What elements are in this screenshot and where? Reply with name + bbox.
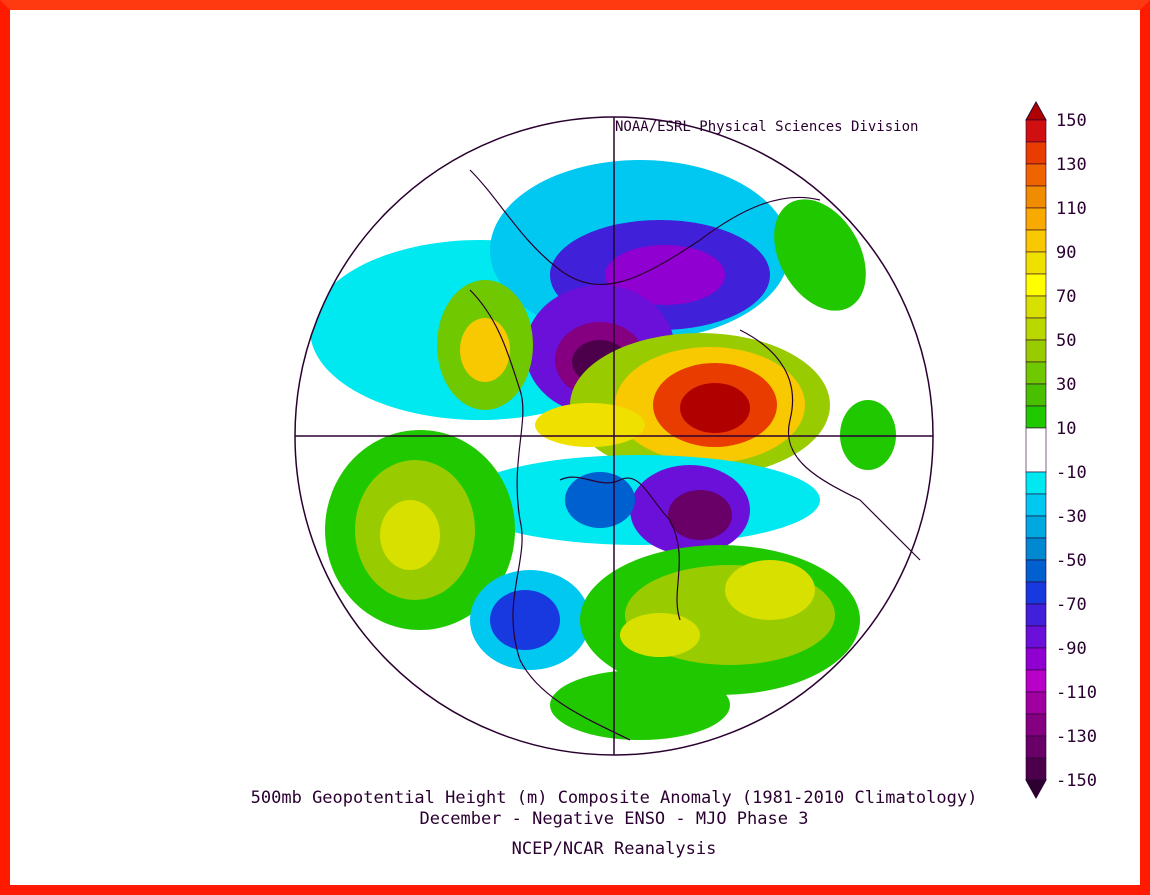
- colorbar-bin: [1025, 625, 1047, 649]
- colorbar-bin: [1025, 339, 1047, 363]
- colorbar-label: 50: [1056, 331, 1076, 351]
- colorbar-label: 10: [1056, 419, 1076, 439]
- colorbar-label: -50: [1056, 551, 1087, 571]
- colorbar-bin: [1025, 251, 1047, 275]
- colorbar-bin: [1025, 603, 1047, 627]
- colorbar-bin: [1025, 493, 1047, 517]
- colorbar-bin: [1025, 559, 1047, 583]
- colorbar-bin: [1025, 405, 1047, 429]
- colorbar-label: -90: [1056, 639, 1087, 659]
- colorbar: 150 130 110 90 70 50 30 10 -10 -30 -50 -70 -90 -110 -1…: [1025, 100, 1097, 800]
- figure-subtitle: December - Negative ENSO - MJO Phase 3: [420, 809, 809, 829]
- colorbar-bin: [1025, 141, 1047, 165]
- colorbar-bin: [1025, 669, 1047, 693]
- colorbar-bin: [1025, 273, 1047, 297]
- credit: NOAA/ESRL Physical Sciences Division: [615, 119, 918, 135]
- colorbar-bin: [1025, 383, 1047, 407]
- colorbar-bin: [1025, 361, 1047, 385]
- colorbar-bin: [1025, 317, 1047, 341]
- colorbar-bin: [1025, 229, 1047, 253]
- colorbar-label: -10: [1056, 463, 1087, 483]
- colorbar-bin: [1025, 735, 1047, 759]
- colorbar-label: -70: [1056, 595, 1087, 615]
- colorbar-arrow: [1025, 100, 1047, 121]
- colorbar-label: 130: [1056, 155, 1087, 175]
- colorbar-bin: [1025, 295, 1047, 319]
- colorbar-label: -30: [1056, 507, 1087, 527]
- colorbar-label: 90: [1056, 243, 1076, 263]
- colorbar-bin: [1025, 713, 1047, 737]
- colorbar-label: 30: [1056, 375, 1076, 395]
- colorbar-bin: [1025, 757, 1047, 781]
- colorbar-bin: [1025, 185, 1047, 209]
- colorbar-bin: [1025, 691, 1047, 715]
- colorbar-label: 70: [1056, 287, 1076, 307]
- colorbar-label: -110: [1056, 683, 1097, 703]
- data-source: NCEP/NCAR Reanalysis: [512, 839, 717, 859]
- map-lines: [294, 116, 934, 756]
- colorbar-bin: [1025, 647, 1047, 671]
- colorbar-arrow: [1025, 779, 1047, 800]
- colorbar-label: -130: [1056, 727, 1097, 747]
- colorbar-bin: [1025, 515, 1047, 539]
- colorbar-bin: [1025, 119, 1047, 143]
- colorbar-bin: [1025, 163, 1047, 187]
- colorbar-bin: [1025, 537, 1047, 561]
- colorbar-label: 110: [1056, 199, 1087, 219]
- colorbar-label: 150: [1056, 111, 1087, 131]
- colorbar-bin: [1025, 427, 1047, 473]
- colorbar-bin: [1025, 581, 1047, 605]
- figure-title: 500mb Geopotential Height (m) Composite …: [251, 788, 978, 808]
- colorbar-bin: [1025, 207, 1047, 231]
- colorbar-bin: [1025, 471, 1047, 495]
- colorbar-label: -150: [1056, 771, 1097, 791]
